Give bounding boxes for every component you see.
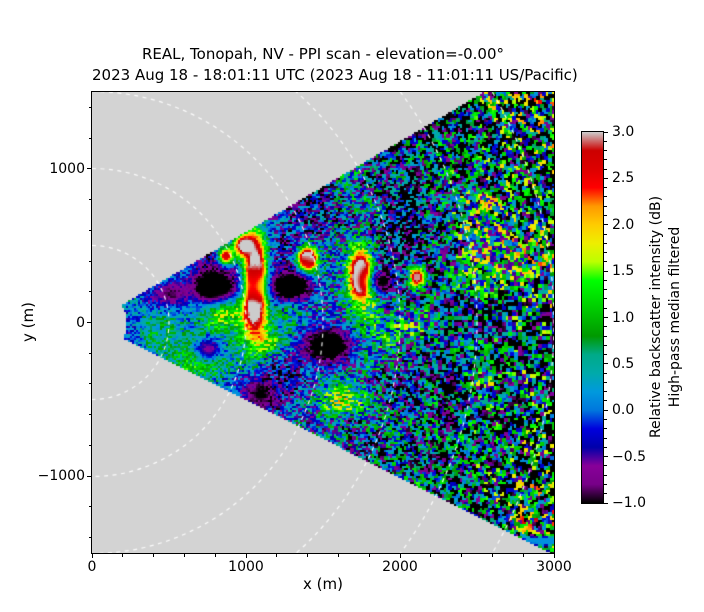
colorbar-tick-label: 3.0 — [612, 124, 635, 140]
colorbar-tick-label: 1.0 — [612, 309, 635, 326]
colorbar-minor-tick — [604, 261, 607, 263]
colorbar-minor-tick — [604, 326, 607, 328]
y-tick-label: −1000 — [37, 468, 85, 485]
x-minor-tick — [522, 554, 524, 557]
colorbar-major-tick — [604, 131, 608, 133]
colorbar-minor-tick — [604, 196, 607, 198]
colorbar-minor-tick — [604, 150, 607, 152]
y-minor-tick — [88, 537, 91, 539]
y-major-tick — [87, 475, 91, 477]
y-major-tick — [87, 168, 91, 170]
x-major-tick — [91, 554, 93, 558]
colorbar-minor-tick — [604, 391, 607, 393]
colorbar-minor-tick — [604, 428, 607, 430]
colorbar-tick-label: 2.0 — [612, 216, 635, 233]
x-minor-tick — [307, 554, 309, 557]
colorbar-minor-tick — [604, 483, 607, 485]
x-minor-tick — [461, 554, 463, 557]
x-major-tick — [553, 554, 555, 558]
x-major-tick — [245, 554, 247, 558]
colorbar-major-tick — [604, 317, 608, 318]
colorbar-tick-label: −1.0 — [612, 495, 646, 511]
y-tick-label: 1000 — [49, 160, 85, 177]
colorbar-major-tick — [604, 177, 608, 179]
colorbar-label-line1: Relative backscatter intensity (dB) — [648, 195, 664, 439]
x-minor-tick — [491, 554, 493, 557]
colorbar-minor-tick — [604, 419, 607, 421]
x-tick-label: 1000 — [228, 559, 264, 575]
colorbar-tick-label: −0.5 — [612, 448, 646, 465]
colorbar-minor-tick — [604, 493, 607, 495]
colorbar-minor-tick — [604, 354, 607, 356]
colorbar-minor-tick — [604, 465, 607, 467]
colorbar-major-tick — [604, 363, 608, 365]
colorbar-minor-tick — [604, 140, 607, 142]
colorbar-minor-tick — [604, 474, 607, 476]
colorbar-minor-tick — [604, 344, 607, 346]
colorbar-major-tick — [604, 270, 608, 272]
colorbar-minor-tick — [604, 214, 607, 216]
y-minor-tick — [88, 352, 91, 354]
y-minor-tick — [88, 199, 91, 201]
ppi-scan-canvas — [92, 92, 554, 553]
colorbar-minor-tick — [604, 289, 607, 291]
x-minor-tick — [368, 554, 370, 557]
colorbar-tick-label: 0.5 — [612, 355, 635, 372]
colorbar-major-tick — [604, 224, 608, 226]
colorbar-major-tick — [604, 409, 608, 411]
y-axis-label: y (m) — [19, 302, 37, 342]
colorbar-minor-tick — [604, 252, 607, 254]
colorbar-minor-tick — [604, 307, 607, 309]
x-tick-label: 0 — [87, 559, 97, 575]
colorbar-minor-tick — [604, 205, 607, 207]
x-minor-tick — [430, 554, 432, 557]
y-major-tick — [87, 322, 91, 323]
x-minor-tick — [122, 554, 124, 557]
x-minor-tick — [337, 554, 339, 557]
colorbar-minor-tick — [604, 168, 607, 170]
colorbar-minor-tick — [604, 335, 607, 337]
colorbar-minor-tick — [604, 298, 607, 300]
x-tick-label: 3000 — [536, 559, 572, 575]
plot-subtitle: 2023 Aug 18 - 18:01:11 UTC (2023 Aug 18 … — [92, 66, 578, 84]
x-minor-tick — [276, 554, 278, 557]
y-minor-tick — [88, 444, 91, 446]
colorbar-major-tick — [604, 502, 608, 504]
colorbar-minor-tick — [604, 159, 607, 161]
y-minor-tick — [88, 506, 91, 508]
x-major-tick — [399, 554, 401, 558]
x-minor-tick — [183, 554, 185, 557]
colorbar-minor-tick — [604, 381, 607, 383]
y-tick-label: 0 — [76, 314, 85, 331]
x-minor-tick — [153, 554, 155, 557]
y-minor-tick — [88, 414, 91, 416]
y-minor-tick — [88, 260, 91, 262]
colorbar-minor-tick — [604, 446, 607, 448]
y-minor-tick — [88, 137, 91, 139]
plot-area — [91, 91, 555, 554]
plot-title: REAL, Tonopah, NV - PPI scan - elevation… — [141, 45, 504, 63]
colorbar — [581, 131, 604, 504]
x-axis-label: x (m) — [303, 575, 343, 593]
colorbar-minor-tick — [604, 233, 607, 235]
x-tick-label: 2000 — [382, 559, 418, 575]
colorbar-label-line2: High-pass median filtered — [667, 226, 683, 408]
y-minor-tick — [88, 383, 91, 385]
colorbar-minor-tick — [604, 437, 607, 439]
colorbar-tick-label: 1.5 — [612, 263, 635, 280]
colorbar-major-tick — [604, 456, 608, 458]
colorbar-tick-label: 0.0 — [612, 402, 635, 419]
colorbar-tick-label: 2.5 — [612, 170, 635, 187]
colorbar-minor-tick — [604, 279, 607, 281]
y-minor-tick — [88, 291, 91, 293]
colorbar-minor-tick — [604, 400, 607, 402]
x-minor-tick — [214, 554, 216, 557]
y-minor-tick — [88, 229, 91, 231]
colorbar-minor-tick — [604, 242, 607, 244]
colorbar-minor-tick — [604, 187, 607, 189]
y-minor-tick — [88, 106, 91, 108]
colorbar-minor-tick — [604, 372, 607, 374]
